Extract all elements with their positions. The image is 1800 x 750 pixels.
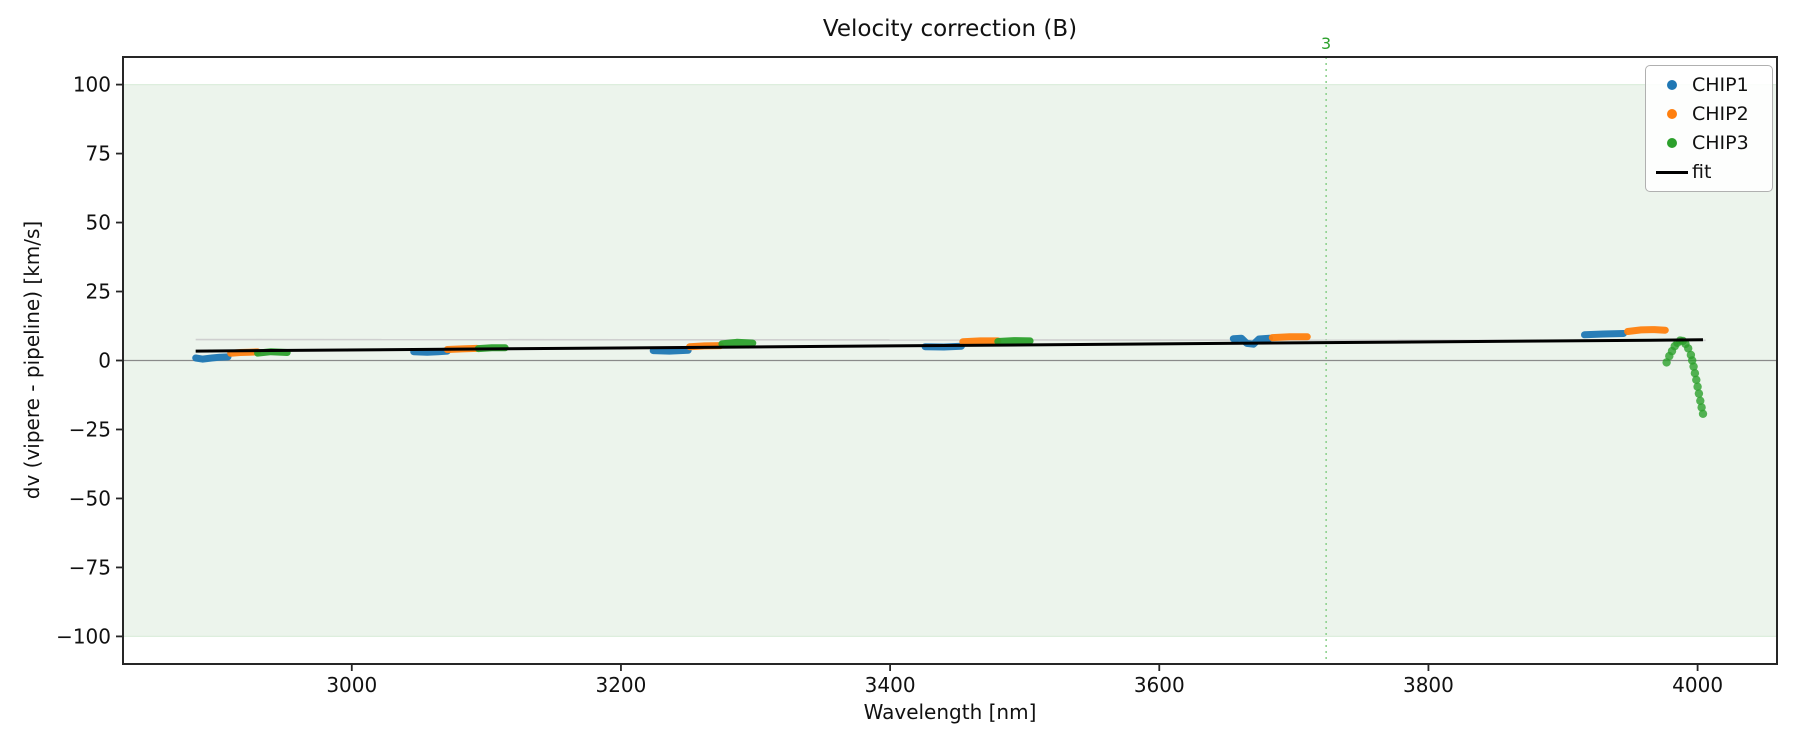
fit-line	[195, 338, 1703, 353]
marker-chip3	[1693, 382, 1702, 391]
dot-marker-icon	[1667, 109, 1677, 119]
marker-chip3	[1689, 362, 1698, 371]
x-tick-label: 3800	[1403, 673, 1454, 697]
legend-item-fit: fit	[1652, 161, 1766, 183]
series-segment-chip2	[1268, 333, 1311, 342]
y-tick-label: −25	[69, 417, 111, 441]
legend-item-chip1: CHIP1	[1652, 74, 1766, 96]
legend-item-chip3: CHIP3	[1652, 132, 1766, 154]
y-tick-label: 0	[98, 349, 111, 373]
y-tick-label: 50	[86, 211, 111, 235]
y-tick-label: −75	[69, 555, 111, 579]
y-tick-label: −100	[56, 624, 111, 648]
order-marker-label: 3	[1321, 34, 1331, 53]
marker-chip3	[1690, 369, 1700, 378]
legend: CHIP1 CHIP2 CHIP3 fit	[1645, 65, 1773, 192]
y-tick-label: 75	[86, 142, 111, 166]
series-segment-chip1	[649, 346, 692, 355]
x-tick-label: 4000	[1672, 673, 1723, 697]
series-segment-chip2	[1624, 326, 1669, 335]
dot-marker-icon	[1667, 138, 1677, 148]
series-segment-chip3	[994, 337, 1034, 345]
marker-chip3	[1698, 409, 1708, 418]
legend-line-swatch	[1652, 170, 1692, 174]
legend-item-chip2: CHIP2	[1652, 103, 1766, 125]
y-tick-label: 25	[86, 280, 111, 304]
chart-title: Velocity correction (B)	[822, 16, 1078, 42]
dot-marker-icon	[1667, 80, 1677, 90]
x-axis-label: Wavelength [nm]	[863, 700, 1037, 724]
marker-chip3	[1696, 396, 1705, 405]
legend-label: fit	[1692, 161, 1712, 183]
legend-dot-swatch	[1652, 80, 1692, 90]
x-tick-label: 3400	[865, 673, 916, 697]
legend-label: CHIP3	[1692, 132, 1749, 154]
line-marker-icon	[1656, 170, 1688, 174]
legend-dot-swatch	[1652, 109, 1692, 119]
legend-label: CHIP2	[1692, 103, 1749, 125]
y-tick-label: 100	[73, 73, 111, 97]
marker-chip3	[1684, 344, 1693, 353]
series-segment-chip3	[718, 338, 757, 348]
series-segment-chip2	[959, 337, 1002, 346]
x-tick-label: 3600	[1134, 673, 1185, 697]
x-tick-label: 3000	[326, 673, 377, 697]
legend-dot-swatch	[1652, 138, 1692, 148]
y-tick-label: −50	[69, 486, 111, 510]
marker-chip3	[1662, 358, 1671, 367]
x-tick-label: 3200	[595, 673, 646, 697]
marker-chip3	[1692, 375, 1701, 384]
series-segment-chip1	[410, 347, 451, 356]
marker-chip3	[1697, 403, 1706, 412]
series-segment-chip1	[1581, 330, 1628, 339]
legend-label: CHIP1	[1692, 74, 1749, 96]
marker-chip3	[1694, 389, 1704, 398]
series-segment-chip1	[192, 353, 232, 363]
